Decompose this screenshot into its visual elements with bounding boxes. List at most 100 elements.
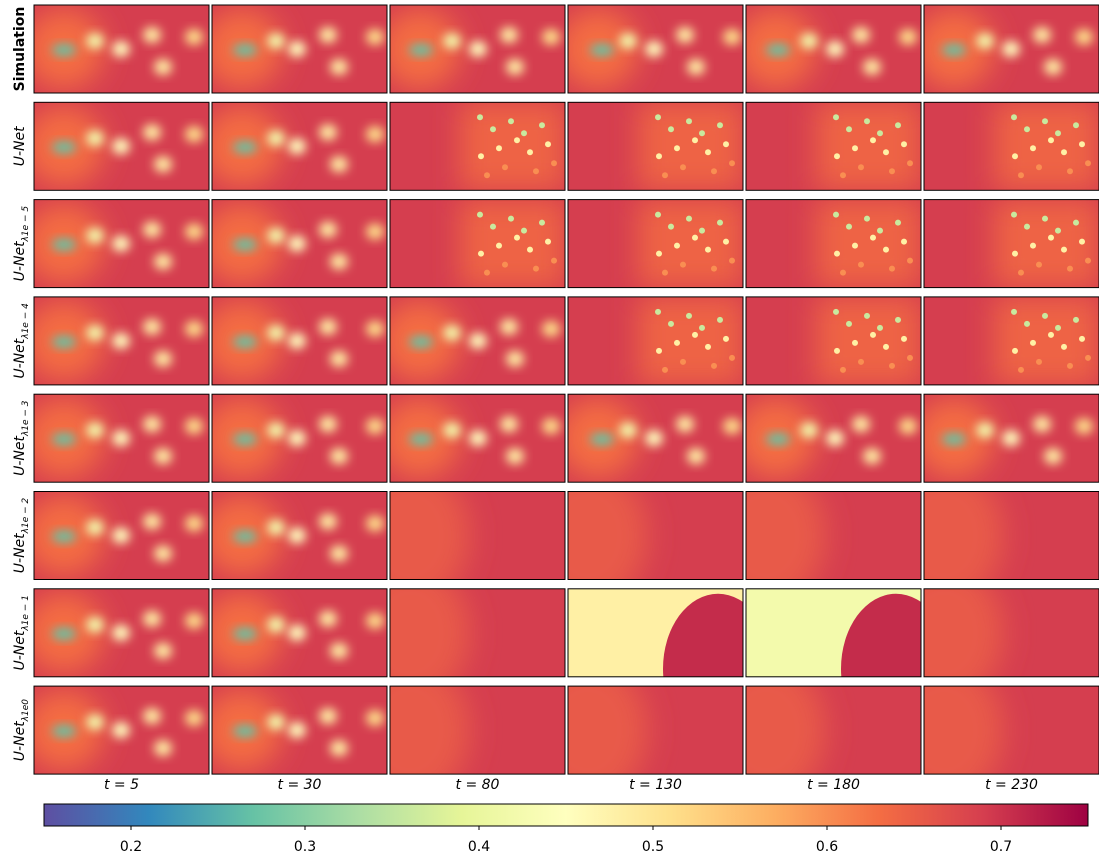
artifact (846, 126, 852, 132)
row-label: U-Netλ1e − 1 (12, 595, 31, 670)
vortex (330, 156, 348, 172)
vortex (409, 433, 433, 445)
vortex (590, 433, 614, 445)
vortex (233, 44, 257, 56)
colorbar-tick-label: 0.7 (990, 839, 1012, 855)
artifact (668, 321, 674, 327)
artifact (490, 126, 496, 132)
artifact (840, 367, 846, 373)
artifact (1012, 153, 1018, 159)
vortex (366, 613, 384, 629)
vortex (319, 319, 337, 335)
vortex (469, 430, 487, 446)
vortex (52, 725, 76, 737)
artifact (1024, 321, 1030, 327)
panel (380, 394, 565, 482)
vortex (52, 44, 76, 56)
vortex (443, 325, 461, 341)
panel (390, 200, 565, 288)
artifact (1079, 141, 1085, 147)
vortex (288, 138, 306, 154)
vortex (506, 351, 524, 367)
panel (202, 200, 387, 288)
vortex (330, 546, 348, 562)
panel (24, 297, 209, 385)
panel (914, 394, 1099, 482)
column-label: t = 5 (104, 777, 139, 793)
vortex (233, 531, 257, 543)
vortex (86, 130, 104, 146)
panel (202, 589, 387, 677)
vortex (409, 44, 433, 56)
vortex (288, 41, 306, 57)
vortex (852, 416, 870, 432)
vortex (288, 722, 306, 738)
artifact (1012, 251, 1018, 257)
artifact (717, 317, 723, 323)
artifact (877, 228, 883, 234)
artifact (551, 258, 557, 264)
artifact (484, 270, 490, 276)
row-label: U-Netλ1e − 2 (12, 497, 31, 573)
vortex (619, 422, 637, 438)
artifact (1079, 239, 1085, 245)
vortex (288, 528, 306, 544)
artifact (883, 247, 889, 253)
vortex (800, 422, 818, 438)
vortex (154, 254, 172, 270)
artifact (705, 149, 711, 155)
panel (24, 492, 209, 580)
vortex (86, 617, 104, 633)
vortex (1044, 59, 1062, 75)
artifact (711, 168, 717, 174)
vortex (976, 33, 994, 49)
artifact (723, 239, 729, 245)
artifact (508, 216, 514, 222)
artifact (1073, 122, 1079, 128)
vortex (143, 27, 161, 43)
vortex (366, 710, 384, 726)
vortex (826, 41, 844, 57)
artifact (521, 228, 527, 234)
artifact (1018, 367, 1024, 373)
artifact (477, 114, 483, 120)
vortex (52, 239, 76, 251)
vortex (52, 141, 76, 153)
vortex (233, 628, 257, 640)
colorbar-tick-label: 0.2 (120, 839, 142, 855)
artifact (674, 145, 680, 151)
vortex (852, 27, 870, 43)
artifact (508, 118, 514, 124)
vortex (86, 422, 104, 438)
vortex (233, 239, 257, 251)
vortex (233, 141, 257, 153)
artifact (527, 247, 533, 253)
artifact (705, 247, 711, 253)
artifact (1018, 270, 1024, 276)
artifact (1061, 344, 1067, 350)
artifact (834, 153, 840, 159)
artifact (711, 363, 717, 369)
column-label: t = 30 (278, 777, 322, 793)
vortex (645, 41, 663, 57)
artifact (1024, 224, 1030, 230)
artifact (533, 266, 539, 272)
vortex (112, 528, 130, 544)
vortex (330, 643, 348, 659)
panel (736, 5, 921, 93)
panel (558, 394, 743, 482)
row-label: U-Netλ1e − 4 (12, 303, 31, 379)
vortex (319, 708, 337, 724)
vortex (86, 714, 104, 730)
vortex (942, 44, 966, 56)
panel (24, 589, 209, 677)
vortex (233, 336, 257, 348)
artifact (533, 168, 539, 174)
artifact (877, 325, 883, 331)
artifact (1024, 126, 1030, 132)
artifact (656, 153, 662, 159)
row-label-subscript: λ1e0 (21, 699, 31, 723)
panel (202, 394, 387, 482)
artifact (846, 224, 852, 230)
vortex (185, 126, 203, 142)
